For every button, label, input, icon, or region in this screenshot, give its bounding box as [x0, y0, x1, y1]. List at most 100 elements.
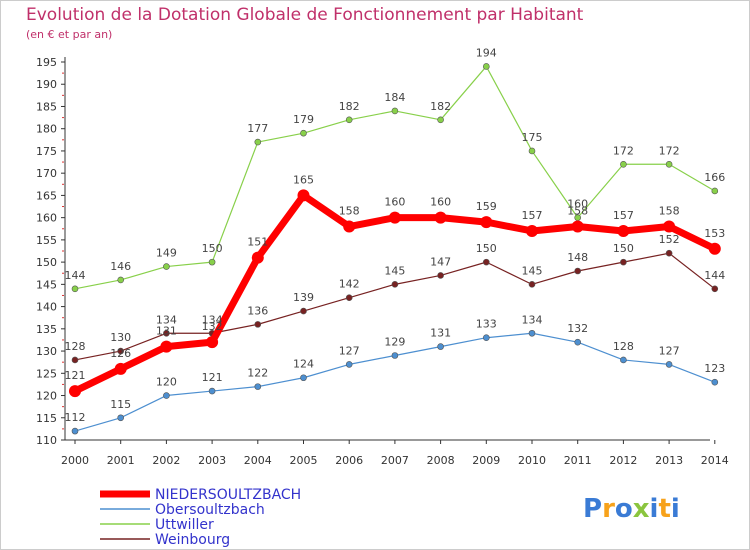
data-label: 147 [430, 255, 451, 268]
logo-letter: x [633, 494, 650, 524]
data-label: 136 [247, 304, 268, 317]
data-point [208, 387, 216, 395]
y-tick-label: 195 [36, 56, 57, 69]
data-label: 160 [384, 196, 405, 209]
data-point [71, 427, 79, 435]
data-point [114, 362, 127, 375]
data-point [208, 258, 216, 266]
legend-label: Obersoultzbach [155, 502, 265, 518]
series-obersoultzbach [71, 329, 719, 435]
data-point [526, 224, 538, 237]
x-tick-label: 2013 [655, 454, 683, 467]
y-tick-label: 170 [36, 167, 57, 180]
data-label: 121 [202, 371, 223, 384]
y-tick-label: 145 [36, 278, 57, 291]
data-point [711, 378, 719, 386]
data-point [482, 63, 490, 70]
data-point [617, 224, 630, 237]
x-tick-label: 2012 [609, 454, 637, 467]
data-label: 184 [384, 91, 405, 104]
data-label: 144 [704, 269, 725, 282]
y-tick-label: 180 [36, 123, 57, 136]
legend-label: NIEDERSOULTZBACH [155, 487, 301, 503]
x-tick-label: 2006 [335, 454, 363, 467]
data-label: 157 [522, 209, 543, 222]
legend-label: Weinbourg [155, 532, 230, 548]
data-label: 152 [659, 233, 680, 246]
data-label: 128 [613, 340, 634, 353]
x-tick-label: 2000 [61, 454, 89, 467]
data-label: 127 [339, 344, 360, 357]
data-label: 134 [522, 313, 543, 326]
data-point [665, 160, 673, 168]
data-label: 124 [293, 358, 314, 371]
data-point [391, 107, 399, 115]
data-point [163, 263, 170, 270]
data-label: 160 [430, 196, 451, 209]
data-label: 150 [613, 242, 634, 255]
data-label: 175 [522, 131, 543, 144]
data-point [69, 385, 81, 398]
data-label: 128 [65, 340, 86, 353]
chart-title: Evolution de la Dotation Globale de Fonc… [26, 5, 584, 25]
series-weinbourg [71, 249, 719, 364]
data-label: 172 [613, 144, 634, 157]
data-point [620, 160, 627, 168]
data-point [528, 281, 536, 288]
proxiti-logo: Proxiti [583, 494, 680, 524]
data-label: 149 [156, 247, 177, 260]
data-point [163, 392, 170, 399]
data-label: 165 [293, 173, 314, 186]
data-label: 129 [384, 336, 405, 349]
data-label: 158 [339, 205, 360, 218]
data-label: 121 [65, 369, 86, 382]
data-point [117, 347, 124, 355]
data-point [574, 267, 582, 275]
data-label: 145 [522, 264, 543, 277]
data-point [254, 383, 262, 390]
data-label: 133 [476, 318, 497, 331]
data-point [297, 189, 310, 202]
data-label: 131 [430, 327, 451, 340]
y-tick-label: 110 [36, 434, 57, 447]
data-label: 131 [156, 325, 177, 338]
x-tick-label: 2008 [427, 454, 455, 467]
data-label: 120 [156, 376, 177, 389]
y-tick-label: 165 [36, 189, 57, 202]
data-label: 151 [247, 236, 268, 249]
x-tick-label: 2004 [244, 454, 272, 467]
data-label: 150 [476, 242, 497, 255]
data-point [482, 258, 490, 266]
data-label: 166 [704, 171, 725, 184]
y-tick-label: 120 [36, 390, 57, 403]
y-tick-label: 125 [36, 367, 57, 380]
data-label: 145 [384, 264, 405, 277]
data-point [663, 220, 676, 233]
data-point [254, 138, 262, 146]
data-label: 157 [613, 209, 634, 222]
data-label: 112 [65, 411, 86, 424]
data-point [71, 285, 79, 293]
logo-letter: t [658, 494, 670, 524]
logo-letter: r [602, 494, 615, 524]
data-point [300, 129, 307, 137]
data-point [528, 329, 536, 337]
data-point [391, 352, 399, 359]
data-point [620, 258, 627, 266]
x-tick-label: 2001 [107, 454, 135, 467]
data-point [254, 321, 262, 328]
data-point [300, 307, 307, 315]
y-tick-label: 115 [36, 412, 57, 425]
data-point [711, 187, 719, 195]
data-label: 182 [430, 100, 451, 113]
data-point [343, 220, 356, 233]
data-point [665, 361, 673, 368]
axes: 110 115 120 125 130 135 140 145 150 155 160 165 170 1… [36, 56, 729, 467]
data-point [482, 334, 490, 342]
x-tick-label: 2010 [518, 454, 546, 467]
y-tick-label: 130 [36, 345, 57, 358]
data-point [434, 211, 447, 224]
